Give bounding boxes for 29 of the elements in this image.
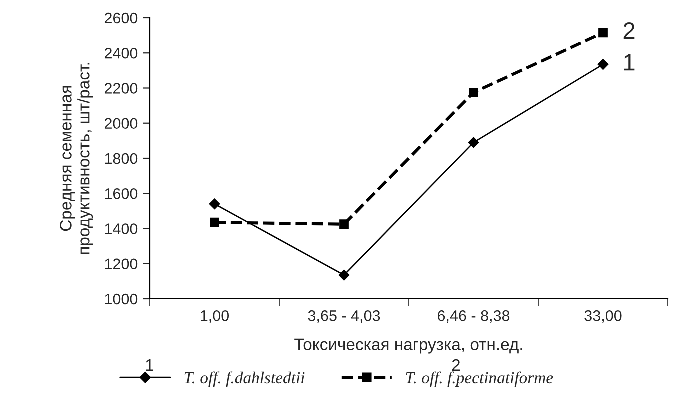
y-axis-title: Средняя семенная продуктивность, шт/раст. xyxy=(60,63,94,254)
point xyxy=(338,270,350,281)
y-tick-label: 1200 xyxy=(105,258,138,270)
y-tick-label: 2400 xyxy=(104,48,138,59)
legend-label: T. off. f.dahlstedtii xyxy=(184,372,305,387)
point xyxy=(468,137,480,148)
x-tick-label: 6,46 - 8,38 xyxy=(438,310,510,324)
y-tick-label: 2200 xyxy=(104,83,138,94)
y-tick-label: 2600 xyxy=(104,12,138,24)
y-tick-label: 1800 xyxy=(105,153,138,164)
point xyxy=(340,220,349,230)
annotation: 1 xyxy=(624,54,635,71)
x-tick-label: 33,00 xyxy=(584,310,622,324)
point xyxy=(598,28,608,38)
text: 1 xyxy=(146,360,154,372)
x-tick-label: 3,65 - 4,03 xyxy=(308,310,380,324)
point xyxy=(209,198,220,210)
x-axis-title: Токсическая нагрузка, отн.ед. xyxy=(294,338,522,354)
x-tick-label: 1,00 xyxy=(201,310,230,324)
y-tick-label: 1600 xyxy=(105,188,138,200)
point xyxy=(598,59,609,70)
point xyxy=(469,88,478,98)
y-tick-label: 1000 xyxy=(105,294,138,305)
y-tick-label: 1400 xyxy=(105,224,138,234)
point xyxy=(210,218,220,228)
y-tick-label: 2000 xyxy=(104,118,138,130)
text: 2 xyxy=(452,359,460,372)
annotation: 2 xyxy=(624,22,635,40)
legend-label: T. off. f.pectinatiforme xyxy=(406,372,554,387)
